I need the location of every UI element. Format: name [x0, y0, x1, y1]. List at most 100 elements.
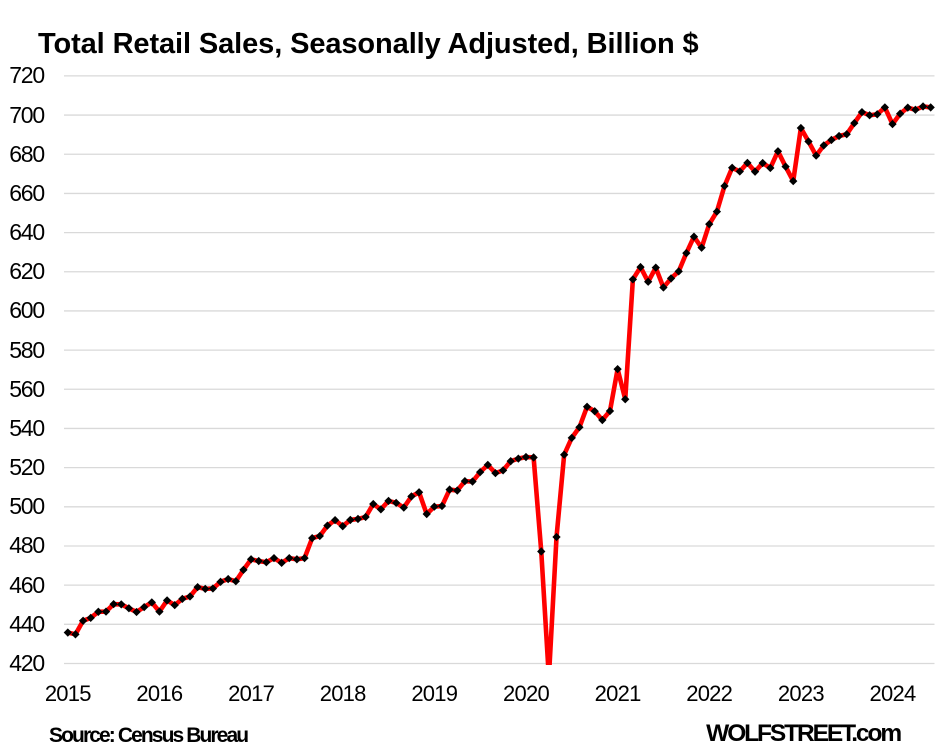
data-point-marker	[140, 602, 149, 612]
data-point-marker	[743, 158, 752, 168]
data-point-marker	[292, 555, 302, 564]
data-point-marker	[728, 163, 737, 172]
y-tick-label: 660	[9, 179, 45, 206]
data-point-marker	[430, 502, 439, 511]
retail-sales-line	[65, 104, 933, 665]
y-tick-label: 680	[9, 140, 45, 167]
y-tick-label: 700	[9, 101, 45, 128]
data-point-marker	[552, 532, 561, 542]
data-point-marker	[491, 468, 500, 478]
x-tick-label: 2015	[44, 680, 92, 706]
data-point-marker	[422, 509, 431, 519]
data-point-marker	[437, 501, 447, 511]
data-point-marker	[323, 521, 332, 530]
data-point-marker	[758, 158, 767, 168]
y-tick-label: 420	[9, 649, 45, 676]
data-point-marker	[346, 515, 355, 525]
data-point-marker	[300, 553, 309, 563]
data-point-marker	[285, 553, 294, 563]
data-point-marker	[94, 607, 103, 616]
data-point-marker	[193, 582, 202, 592]
brand-watermark: WOLFSTREET.com	[706, 720, 902, 747]
data-point-marker	[231, 577, 240, 586]
y-tick-label: 500	[9, 493, 45, 520]
data-point-marker	[476, 467, 485, 477]
data-point-marker	[666, 274, 676, 283]
data-point-marker	[86, 613, 95, 623]
data-point-marker	[246, 555, 256, 564]
data-point-marker	[911, 105, 920, 114]
data-point-marker	[582, 402, 592, 411]
data-point-marker	[529, 453, 538, 462]
data-point-marker	[537, 547, 546, 556]
data-point-marker	[216, 577, 225, 586]
data-point-marker	[399, 503, 408, 512]
data-point-marker	[109, 600, 118, 609]
y-tick-label: 560	[9, 375, 45, 402]
data-point-marker	[445, 485, 454, 494]
data-point-marker	[201, 584, 210, 594]
data-point-marker	[865, 111, 874, 120]
source-note: Source: Census Bureau	[49, 723, 249, 747]
data-point-marker	[895, 109, 905, 118]
data-point-marker	[796, 123, 806, 133]
data-point-marker	[575, 423, 584, 432]
data-point-marker	[850, 118, 859, 128]
data-point-marker	[773, 147, 783, 156]
data-point-marker	[819, 141, 828, 150]
data-point-marker	[750, 167, 760, 176]
data-point-marker	[162, 596, 172, 605]
y-tick-label: 580	[9, 336, 45, 363]
data-point-marker	[636, 262, 645, 272]
data-point-marker	[621, 395, 630, 404]
data-point-marker	[613, 364, 622, 374]
data-point-marker	[888, 119, 897, 129]
data-point-marker	[789, 176, 798, 186]
data-point-marker	[705, 220, 714, 229]
data-point-marker	[560, 450, 569, 459]
data-point-marker	[208, 584, 218, 593]
data-point-marker	[735, 167, 744, 176]
data-point-markers	[63, 102, 935, 639]
data-point-marker	[269, 553, 279, 563]
data-point-marker	[132, 607, 141, 617]
data-point-marker	[353, 514, 363, 524]
data-point-marker	[262, 558, 271, 567]
y-tick-label: 460	[9, 571, 45, 598]
data-point-marker	[101, 607, 111, 616]
x-tick-label: 2020	[503, 680, 550, 706]
data-point-marker	[224, 574, 233, 584]
data-point-marker	[254, 556, 263, 566]
data-point-marker	[720, 181, 729, 191]
data-point-marker	[460, 477, 470, 486]
data-point-marker	[827, 135, 836, 145]
data-point-marker	[506, 457, 515, 466]
data-point-marker	[903, 103, 912, 112]
x-tick-label: 2024	[869, 680, 917, 706]
data-point-marker	[498, 466, 508, 475]
data-point-marker	[873, 110, 882, 119]
data-point-marker	[926, 103, 935, 112]
data-point-marker	[857, 107, 867, 117]
data-point-marker	[804, 137, 813, 146]
data-point-marker	[605, 406, 615, 416]
data-point-marker	[567, 433, 576, 443]
data-point-marker	[682, 249, 691, 258]
data-point-marker	[277, 558, 286, 567]
data-point-marker	[147, 598, 156, 607]
data-point-marker	[811, 151, 821, 160]
data-point-marker	[384, 496, 393, 506]
data-point-marker	[376, 505, 386, 514]
data-point-marker	[514, 454, 523, 463]
data-point-marker	[468, 477, 477, 486]
data-point-marker	[674, 267, 683, 276]
data-point-marker	[521, 452, 531, 462]
y-tick-label: 600	[9, 297, 45, 324]
data-point-marker	[659, 283, 668, 292]
data-point-marker	[117, 600, 126, 609]
data-point-marker	[651, 263, 660, 272]
data-point-marker	[414, 488, 424, 497]
data-point-marker	[315, 531, 324, 541]
data-point-marker	[338, 522, 347, 531]
data-point-marker	[330, 515, 340, 525]
